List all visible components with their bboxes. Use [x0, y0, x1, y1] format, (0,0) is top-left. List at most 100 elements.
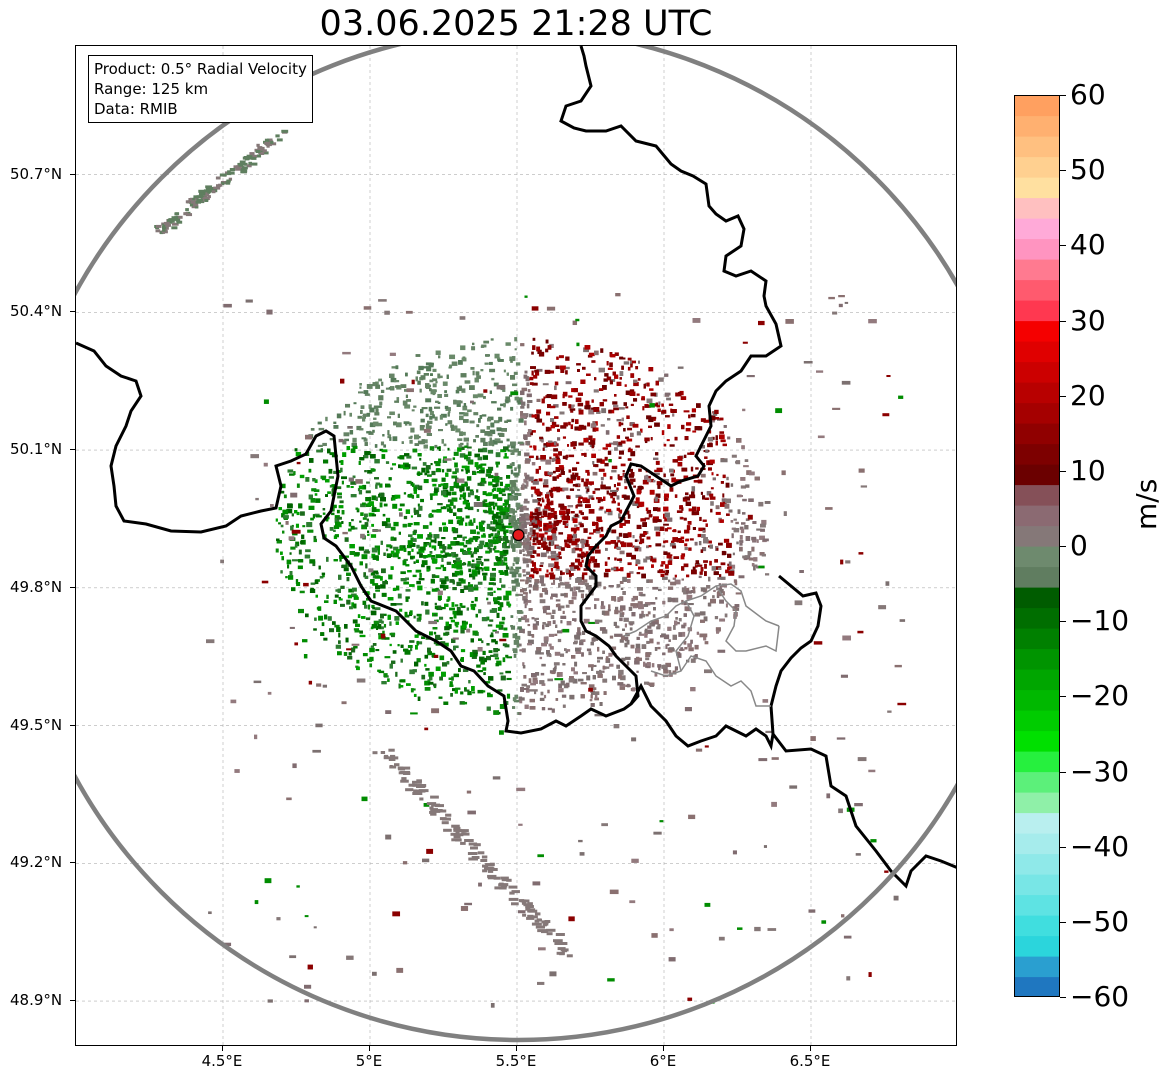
velocity-echo-pixel [627, 427, 633, 431]
velocity-echo-pixel [329, 628, 335, 633]
velocity-echo-pixel [714, 616, 719, 620]
velocity-echo-pixel [670, 648, 675, 652]
velocity-echo-pixel [511, 572, 517, 578]
velocity-echo-pixel [687, 603, 694, 606]
velocity-echo-pixel [542, 606, 545, 610]
velocity-echo-pixel [446, 578, 449, 582]
velocity-echo-pixel [328, 476, 334, 479]
velocity-echo-pixel [504, 485, 509, 491]
velocity-echo-pixel [574, 565, 579, 569]
velocity-echo-pixel [445, 621, 449, 627]
velocity-echo-pixel [313, 628, 317, 631]
velocity-echo-pixel [470, 367, 475, 370]
velocity-echo-pixel [548, 572, 554, 575]
velocity-echo-pixel [407, 523, 412, 527]
velocity-echo-pixel [536, 346, 541, 352]
velocity-echo-pixel [522, 539, 527, 543]
velocity-echo-pixel [413, 615, 416, 619]
velocity-echo-pixel [331, 512, 335, 516]
velocity-echo-pixel [385, 461, 390, 464]
velocity-echo-pixel [300, 541, 304, 544]
velocity-echo-pixel [525, 376, 529, 379]
velocity-echo-pixel [535, 457, 542, 460]
velocity-echo-pixel [702, 547, 707, 552]
velocity-echo-pixel [632, 423, 639, 428]
velocity-echo-pixel [597, 673, 603, 678]
velocity-echo-pixel [326, 594, 329, 599]
velocity-echo-pixel [585, 490, 589, 494]
velocity-echo-pixel [321, 622, 325, 627]
velocity-echo-pixel [586, 498, 590, 504]
velocity-echo-pixel [403, 515, 408, 520]
velocity-echo-pixel [601, 408, 607, 414]
velocity-echo-pixel [487, 587, 493, 591]
velocity-echo-pixel [720, 562, 726, 566]
velocity-echo-pixel [741, 522, 746, 525]
velocity-echo-pixel [618, 421, 622, 427]
velocity-echo-pixel [329, 452, 336, 456]
velocity-echo-pixel [594, 427, 599, 432]
velocity-echo-pixel [514, 396, 520, 401]
velocity-echo-pixel [462, 669, 469, 673]
velocity-echo-pixel [295, 451, 302, 457]
velocity-echo-pixel [369, 647, 375, 653]
velocity-echo-pixel [602, 399, 608, 402]
velocity-echo-pixel [588, 559, 592, 564]
velocity-echo-pixel [532, 430, 536, 433]
velocity-echo-pixel [532, 543, 537, 546]
velocity-echo-pixel [395, 621, 399, 625]
velocity-echo-pixel [344, 537, 349, 542]
velocity-echo-pixel [525, 458, 531, 462]
velocity-echo-pixel [355, 623, 360, 627]
velocity-echo-pixel [592, 664, 597, 667]
velocity-echo-pixel [432, 483, 437, 487]
velocity-echo-pixel [318, 427, 325, 431]
velocity-echo-pixel [690, 413, 696, 418]
velocity-echo-pixel [460, 517, 465, 522]
velocity-echo-pixel [460, 649, 466, 653]
velocity-echo-pixel [314, 493, 318, 496]
velocity-echo-pixel [481, 520, 486, 523]
velocity-echo-pixel [561, 694, 567, 698]
velocity-echo-pixel [619, 356, 624, 360]
velocity-echo-pixel [506, 372, 509, 376]
velocity-echo-pixel [346, 599, 351, 605]
velocity-echo-pixel [545, 426, 550, 432]
velocity-echo-pixel [509, 540, 514, 545]
velocity-echo-pixel [602, 385, 607, 390]
velocity-echo-pixel [552, 527, 558, 531]
velocity-echo-pixel [630, 403, 634, 407]
velocity-echo-pixel [493, 539, 499, 544]
velocity-echo-pixel [610, 354, 616, 358]
velocity-echo-pixel [287, 469, 294, 473]
velocity-echo-pixel [437, 541, 443, 546]
velocity-echo-pixel [681, 424, 685, 430]
velocity-echo-pixel [498, 661, 502, 666]
velocity-echo-pixel [606, 490, 609, 495]
velocity-echo-pixel [570, 424, 574, 430]
velocity-echo-pixel [623, 402, 627, 406]
velocity-echo-pixel [647, 629, 653, 634]
velocity-echo-pixel [691, 408, 697, 413]
velocity-echo-pixel [463, 419, 469, 423]
velocity-echo-pixel [583, 568, 589, 571]
velocity-echo-pixel [503, 446, 509, 451]
velocity-echo-pixel [515, 502, 521, 508]
velocity-echo-pixel [667, 552, 671, 555]
velocity-echo-pixel [553, 579, 556, 585]
velocity-echo-pixel [720, 576, 726, 580]
velocity-echo-pixel [742, 555, 747, 559]
velocity-echo-pixel [428, 681, 434, 685]
velocity-echo-pixel [400, 571, 406, 575]
velocity-echo-pixel [497, 559, 502, 565]
velocity-echo-pixel [504, 570, 509, 574]
velocity-echo-pixel [505, 525, 510, 528]
velocity-echo-pixel [591, 444, 595, 449]
velocity-echo-pixel [441, 439, 444, 444]
velocity-echo-pixel [367, 604, 371, 610]
velocity-echo-pixel [275, 518, 278, 522]
velocity-echo-pixel [618, 513, 621, 519]
velocity-echo-pixel [718, 542, 723, 546]
velocity-echo-pixel [312, 514, 316, 519]
velocity-echo-pixel [634, 547, 639, 552]
